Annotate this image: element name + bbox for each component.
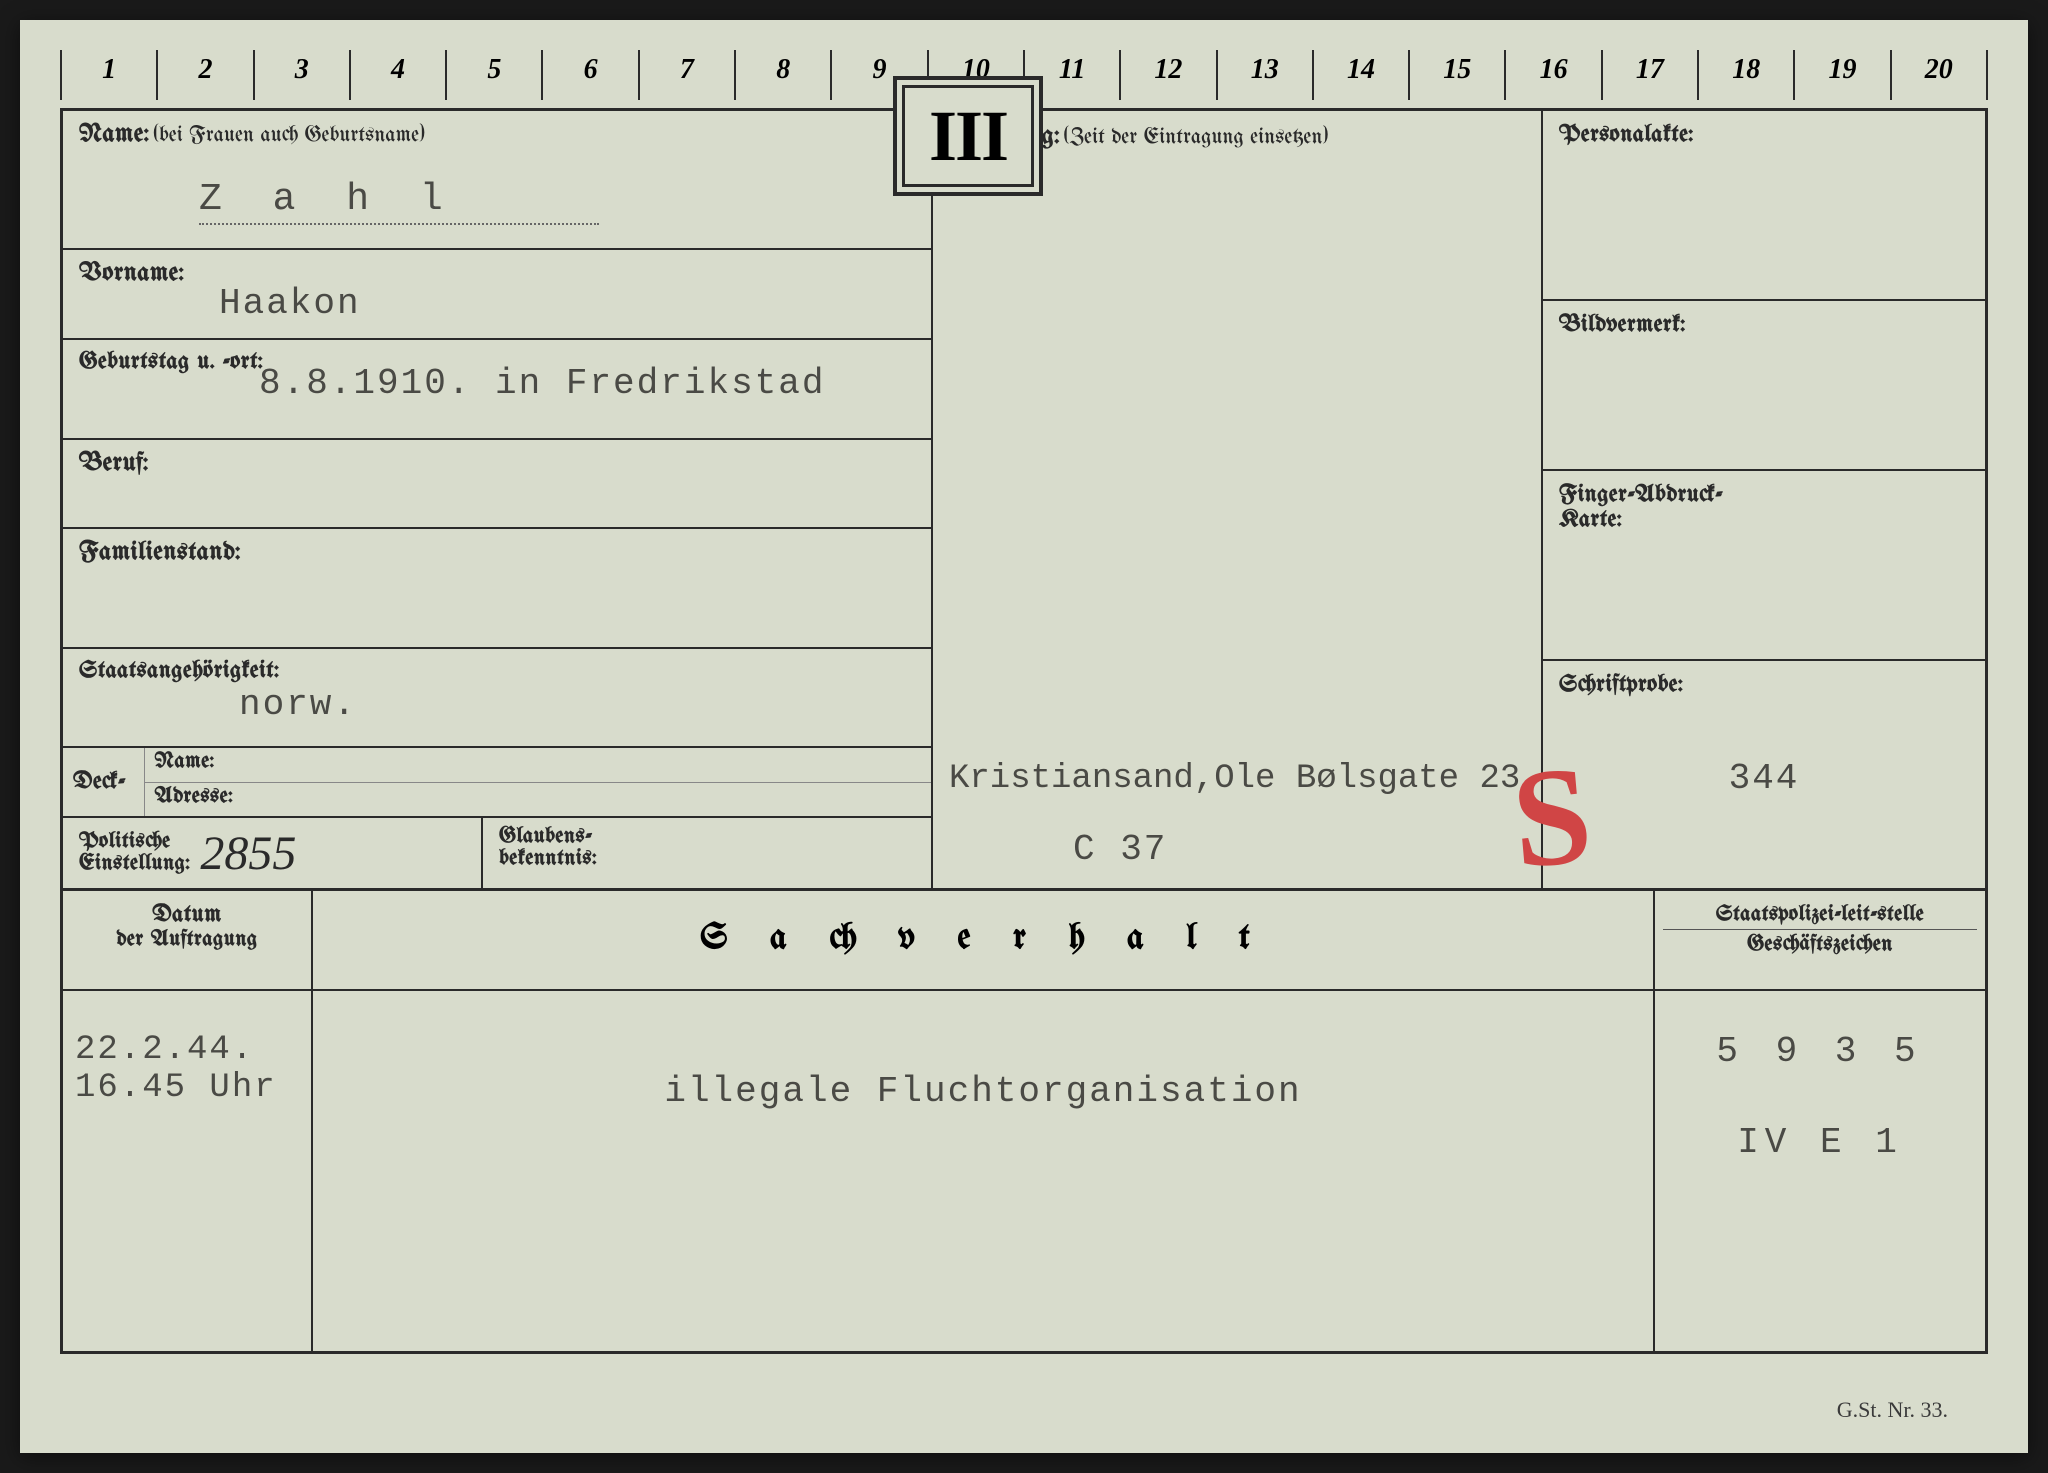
staats-number: 5 9 3 5 (1675, 1031, 1965, 1072)
ruler-tick: 3 (255, 50, 351, 100)
wohnung-content: Kristiansand,Ole Bølsgate 23 C 37 S (933, 162, 1541, 888)
ruler-tick: 13 (1218, 50, 1314, 100)
datum-time: 16.45 Uhr (75, 1069, 299, 1107)
personal-info-section: Name: (bei Frauen auch Geburtsname) Z a … (63, 111, 1985, 891)
fingerabdruck-label-1: Finger-Abdruck- (1559, 483, 1969, 508)
politische-label-1: Politische (79, 831, 190, 853)
ruler-tick: 2 (158, 50, 254, 100)
ruler-tick: 14 (1314, 50, 1410, 100)
index-card: 1 2 3 4 5 6 7 8 9 10 11 12 13 14 15 16 1… (20, 20, 2028, 1453)
politische-field: Politische Einstellung: 2855 (63, 818, 483, 888)
name-label: Name: (79, 121, 150, 148)
datum-cell: 22.2.44. 16.45 Uhr (63, 991, 313, 1351)
personalakte-label: Personalakte: (1559, 123, 1969, 148)
schriftprobe-label: Schriftprobe: (1559, 673, 1969, 698)
wohnung-code: C 37 (1073, 829, 1167, 870)
ruler-tick: 20 (1892, 50, 1988, 100)
datum-label-2: der Auftragung (71, 928, 303, 951)
data-row: 22.2.44. 16.45 Uhr illegale Fluchtorgani… (63, 991, 1985, 1351)
deck-name-label: Name: (145, 748, 931, 782)
sachverhalt-header: S a ch v e r h a l t (313, 891, 1655, 989)
bottom-row: Politische Einstellung: 2855 Glaubens- b… (63, 818, 931, 888)
ruler-tick: 17 (1603, 50, 1699, 100)
lower-section: Datum der Auftragung S a ch v e r h a l … (63, 891, 1985, 1351)
form-number: G.St. Nr. 33. (1837, 1397, 1948, 1423)
staatsang-field: Staatsangehörigkeit: norw. (63, 649, 931, 749)
staatsang-value: norw. (239, 684, 915, 725)
ruler-tick: 18 (1699, 50, 1795, 100)
ruler-tick: 1 (60, 50, 158, 100)
glaubens-label-2: bekenntnis: (499, 848, 915, 870)
wohnung-address: Kristiansand,Ole Bølsgate 23 (949, 760, 1541, 798)
glaubens-label-1: Glaubens- (499, 826, 915, 848)
bildvermerk-field: Bildvermerk: (1543, 301, 1985, 471)
ruler-tick: 12 (1121, 50, 1217, 100)
ruler-tick: 6 (543, 50, 639, 100)
familienstand-label: Familienstand: (79, 539, 915, 566)
familienstand-field: Familienstand: (63, 529, 931, 648)
glaubens-field: Glaubens- bekenntnis: (483, 818, 931, 888)
politische-label-2: Einstellung: (79, 853, 190, 875)
fingerabdruck-field: Finger-Abdruck- Karte: (1543, 471, 1985, 661)
left-column: Name: (bei Frauen auch Geburtsname) Z a … (63, 111, 933, 888)
schriftprobe-field: Schriftprobe: 344 (1543, 661, 1985, 888)
schriftprobe-value: 344 (1559, 758, 1969, 799)
lower-header-row: Datum der Auftragung S a ch v e r h a l … (63, 891, 1985, 991)
deck-field: Deck- Name: Adresse: (63, 748, 931, 818)
sachverhalt-cell: illegale Fluchtorganisation (313, 991, 1655, 1351)
deck-adresse-label: Adresse: (145, 783, 931, 816)
staatspolizei-cell: 5 9 3 5 IV E 1 (1655, 991, 1985, 1351)
name-field: Name: (bei Frauen auch Geburtsname) Z a … (63, 111, 931, 250)
bildvermerk-label: Bildvermerk: (1559, 313, 1969, 338)
right-column: Personalakte: Bildvermerk: Finger-Abdruc… (1543, 111, 1985, 888)
fingerabdruck-label-2: Karte: (1559, 508, 1969, 533)
personalakte-field: Personalakte: (1543, 111, 1985, 301)
beruf-label: Beruf: (79, 450, 915, 477)
vorname-field: Vorname: Haakon (63, 250, 931, 340)
ruler-tick: 4 (351, 50, 447, 100)
datum-label-1: Datum (71, 903, 303, 928)
middle-column: Wohnung: (Zeit der Eintragung einsetzen)… (933, 111, 1543, 888)
ruler-tick: 16 (1506, 50, 1602, 100)
category-box: III (893, 76, 1043, 196)
sachverhalt-label: S a ch v e r h a l t (700, 921, 1266, 958)
datum-header: Datum der Auftragung (63, 891, 313, 989)
main-form: III Name: (bei Frauen auch Geburtsname) … (60, 108, 1988, 1354)
ruler-tick: 15 (1410, 50, 1506, 100)
beruf-field: Beruf: (63, 440, 931, 530)
staatspolizei-header: Staatspolizei-leit-stelle Geschäftszeich… (1655, 891, 1985, 989)
name-note: (bei Frauen auch Geburtsname) (154, 124, 425, 147)
wohnung-note: (Zeit der Eintragung einsetzen) (1064, 126, 1328, 149)
ruler-tick: 8 (736, 50, 832, 100)
vorname-value: Haakon (219, 283, 915, 324)
geburtstag-field: Geburtstag u. -ort: 8.8.1910. in Fredrik… (63, 340, 931, 440)
geburtstag-value: 8.8.1910. in Fredrikstad (259, 363, 915, 404)
politische-value: 2855 (200, 826, 296, 881)
geschaeftszeichen-label: Geschäftszeichen (1663, 933, 1977, 956)
staatspolizei-label: Staatspolizei-leit-stelle (1663, 903, 1977, 926)
staats-code: IV E 1 (1675, 1122, 1965, 1163)
datum-date: 22.2.44. (75, 1031, 299, 1069)
deck-label: Deck- (73, 770, 126, 795)
category-number: III (902, 85, 1034, 187)
ruler-tick: 7 (640, 50, 736, 100)
ruler-tick: 5 (447, 50, 543, 100)
sachverhalt-value: illegale Fluchtorganisation (353, 1071, 1613, 1112)
surname-value: Z a h l (199, 178, 599, 225)
staatsang-label: Staatsangehörigkeit: (79, 659, 915, 684)
ruler-tick: 19 (1795, 50, 1891, 100)
